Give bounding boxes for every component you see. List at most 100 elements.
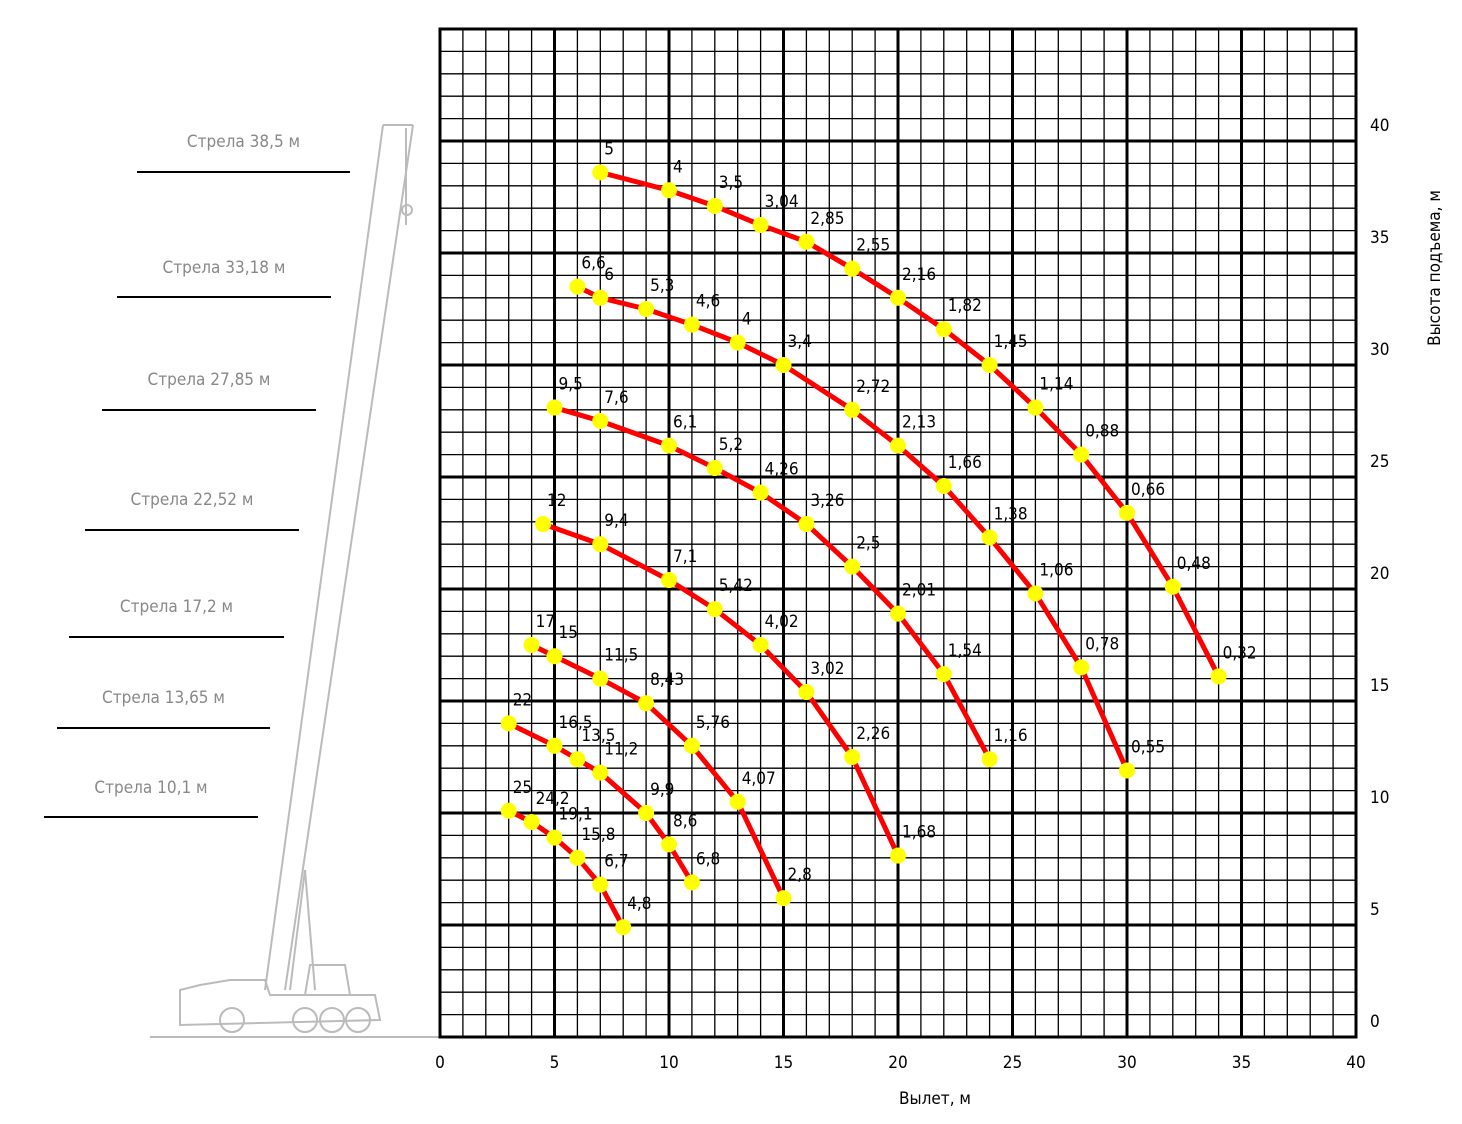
- load-label: 19,1: [559, 805, 593, 825]
- y-tick-label: 30: [1370, 340, 1389, 360]
- boom-label: Стрела 22,52 м: [131, 490, 254, 510]
- point: [684, 874, 700, 890]
- point: [661, 836, 677, 852]
- load-label: 2,85: [810, 209, 844, 229]
- point: [936, 478, 952, 494]
- load-label: 4,02: [765, 612, 799, 632]
- load-label: 1,38: [994, 504, 1028, 524]
- point: [638, 301, 654, 317]
- point: [592, 290, 608, 306]
- load-label: 1,06: [1039, 560, 1073, 580]
- load-label: 4: [673, 157, 683, 177]
- load-label: 7,1: [673, 547, 697, 567]
- load-label: 4,8: [627, 894, 651, 914]
- point: [535, 516, 551, 532]
- load-label: 6: [604, 265, 614, 285]
- load-label: 1,16: [994, 726, 1028, 746]
- point: [592, 765, 608, 781]
- load-label: 8,6: [673, 811, 697, 831]
- load-label: 1,68: [902, 823, 936, 843]
- point: [890, 290, 906, 306]
- load-label: 12: [547, 491, 566, 511]
- point: [890, 848, 906, 864]
- boom-labels: Стрела 38,5 мСтрела 33,18 мСтрела 27,85 …: [44, 132, 350, 817]
- point: [1027, 400, 1043, 416]
- point: [730, 335, 746, 351]
- point: [547, 648, 563, 664]
- load-label: 0,88: [1085, 422, 1119, 442]
- point: [684, 738, 700, 754]
- point: [844, 749, 860, 765]
- load-label: 0,55: [1131, 737, 1165, 757]
- y-tick-label: 15: [1370, 676, 1389, 696]
- point: [661, 572, 677, 588]
- x-tick-label: 0: [435, 1053, 445, 1073]
- load-label: 3,26: [810, 491, 844, 511]
- load-label: 15,8: [581, 825, 615, 845]
- point: [753, 637, 769, 653]
- load-label: 3,5: [719, 173, 743, 193]
- load-label: 2,8: [788, 865, 812, 885]
- point: [1119, 762, 1135, 778]
- x-tick-label: 5: [550, 1053, 560, 1073]
- plot: 543,53,042,852,552,161,821,451,140,880,6…: [501, 139, 1257, 935]
- load-label: 7,6: [604, 388, 628, 408]
- load-label: 11,5: [604, 646, 638, 666]
- load-label: 0,48: [1177, 554, 1211, 574]
- point: [982, 357, 998, 373]
- point: [776, 890, 792, 906]
- x-axis-label: Вылет, м: [899, 1089, 971, 1109]
- load-label: 3,04: [765, 192, 799, 212]
- load-label: 6,7: [604, 852, 628, 872]
- y-tick-label: 35: [1370, 228, 1389, 248]
- load-label: 6,6: [581, 254, 605, 274]
- point: [501, 803, 517, 819]
- point: [798, 684, 814, 700]
- y-tick-label: 25: [1370, 452, 1389, 472]
- point: [547, 830, 563, 846]
- load-label: 8,43: [650, 670, 684, 690]
- point: [569, 850, 585, 866]
- load-label: 11,2: [604, 740, 638, 760]
- boom-label: Стрела 13,65 м: [102, 688, 225, 708]
- load-label: 2,16: [902, 265, 936, 285]
- boom-label: Стрела 10,1 м: [94, 778, 207, 798]
- point: [844, 402, 860, 418]
- boom-label: Стрела 27,85 м: [148, 370, 271, 390]
- point: [844, 261, 860, 277]
- load-label: 2,72: [856, 377, 890, 397]
- point: [661, 438, 677, 454]
- load-label: 5,42: [719, 576, 753, 596]
- load-label: 0,66: [1131, 480, 1165, 500]
- load-label: 2,5: [856, 534, 880, 554]
- point: [592, 877, 608, 893]
- point: [936, 666, 952, 682]
- y-axis-label: Высота подъема, м: [1425, 190, 1445, 346]
- point: [592, 164, 608, 180]
- point: [1165, 579, 1181, 595]
- point: [1211, 668, 1227, 684]
- point: [1027, 585, 1043, 601]
- point: [798, 234, 814, 250]
- load-label: 1,45: [994, 332, 1028, 352]
- x-tick-label: 40: [1346, 1053, 1365, 1073]
- point: [753, 217, 769, 233]
- boom-label: Стрела 33,18 м: [163, 258, 286, 278]
- point: [569, 751, 585, 767]
- point: [798, 516, 814, 532]
- load-label: 2,13: [902, 413, 936, 433]
- point: [569, 279, 585, 295]
- point: [753, 485, 769, 501]
- point: [844, 559, 860, 575]
- load-label: 2,26: [856, 724, 890, 744]
- point: [776, 357, 792, 373]
- point: [592, 413, 608, 429]
- load-label: 9,4: [604, 511, 628, 531]
- x-tick-label: 35: [1232, 1053, 1251, 1073]
- point: [501, 715, 517, 731]
- point: [982, 529, 998, 545]
- chart: Стрела 38,5 мСтрела 33,18 мСтрела 27,85 …: [0, 0, 1462, 1124]
- point: [684, 317, 700, 333]
- point: [638, 805, 654, 821]
